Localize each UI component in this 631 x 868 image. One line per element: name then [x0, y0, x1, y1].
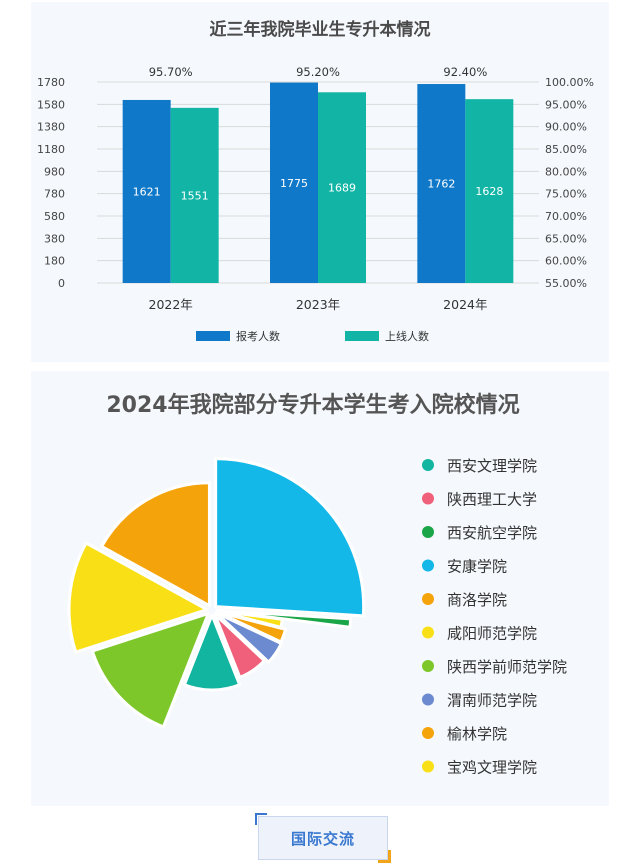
y-right-tick-label: 100.00% [545, 76, 594, 89]
y-left-tick-label: 0 [58, 277, 65, 290]
legend-marker [422, 660, 434, 672]
legend-marker [422, 626, 434, 639]
bar-value-label: 1775 [280, 177, 308, 190]
bar-value-label: 1621 [133, 185, 161, 198]
y-left-tick-label: 1780 [37, 76, 65, 89]
pie-slice [90, 611, 210, 729]
pie-chart-title: 2024年我院部分专升本学生考入院校情况 [106, 392, 519, 418]
y-right-tick-label: 80.00% [545, 165, 587, 178]
bar [170, 107, 219, 284]
y-left-tick-label: 180 [44, 255, 65, 268]
y-right-tick-label: 55.00% [545, 277, 587, 290]
legend-swatch [345, 331, 379, 341]
pie-slice [67, 541, 209, 654]
y-left-tick-label: 980 [44, 165, 65, 178]
tab-label: 国际交流 [290, 829, 355, 848]
legend-label: 报考人数 [236, 329, 280, 343]
y-left-tick-label: 380 [44, 232, 65, 245]
legend-label: 榆林学院 [447, 725, 507, 743]
rate-label: 92.40% [443, 65, 487, 79]
bar-value-label: 1762 [427, 178, 455, 191]
bar [417, 84, 466, 283]
legend-label: 咸阳师范学院 [447, 625, 537, 643]
corner-decoration [378, 850, 391, 863]
legend-label: 宝鸡文理学院 [447, 759, 537, 777]
y-left-tick-label: 1380 [37, 121, 65, 134]
y-right-tick-label: 85.00% [545, 143, 587, 156]
rate-label: 95.20% [296, 65, 340, 79]
tab-international-exchange[interactable]: 国际交流 [255, 813, 391, 863]
x-category-label: 2024年 [443, 297, 487, 312]
legend-label: 陕西学前师范学院 [447, 658, 567, 676]
legend-label: 陕西理工大学 [447, 491, 537, 509]
legend-label: 安康学院 [447, 558, 507, 576]
legend-marker [422, 459, 434, 471]
legend-label: 商洛学院 [447, 591, 507, 609]
bar [465, 99, 514, 283]
pie-chart: 2024年我院部分专升本学生考入院校情况 西安文理学院陕西理工大学西安航空学院安… [67, 392, 567, 777]
legend-swatch [196, 331, 230, 341]
legend-marker [422, 693, 434, 706]
legend-marker [422, 593, 434, 605]
legend-marker [422, 492, 434, 505]
legend-marker [422, 526, 434, 538]
rate-label: 95.70% [149, 65, 193, 79]
bar-chart-panel: 近三年我院毕业生专升本情况 0 180 380 580 780 980 1180 1380 15… [31, 2, 609, 362]
bar-chart-title: 近三年我院毕业生专升本情况 [210, 19, 431, 40]
y-right-tick-label: 75.00% [545, 188, 587, 201]
x-category-label: 2023年 [296, 297, 340, 312]
bar [122, 99, 171, 283]
bar-value-label: 1628 [475, 185, 503, 198]
corner-decoration [255, 813, 267, 825]
bar [270, 82, 318, 283]
legend-label: 上线人数 [385, 329, 429, 343]
bar [318, 92, 366, 283]
legend-label: 渭南师范学院 [447, 692, 537, 710]
legend-label: 西安文理学院 [447, 457, 537, 475]
y-right-tick-label: 70.00% [545, 210, 587, 223]
bar-chart: 近三年我院毕业生专升本情况 0 180 380 580 780 980 1180 1380 15… [37, 19, 594, 343]
legend-marker [422, 559, 434, 572]
pie-slice [214, 457, 366, 618]
bar-value-label: 1689 [328, 182, 356, 195]
y-right-tick-label: 60.00% [545, 255, 587, 268]
y-left-tick-label: 1580 [37, 98, 65, 111]
legend-label: 西安航空学院 [447, 524, 537, 542]
y-right-tick-label: 90.00% [545, 121, 587, 134]
bar-value-label: 1551 [181, 189, 209, 202]
y-left-tick-label: 580 [44, 210, 65, 223]
x-category-label: 2022年 [149, 297, 193, 312]
pie-chart-panel: 2024年我院部分专升本学生考入院校情况 西安文理学院 陕西理工大学 西安航空学院安… [31, 371, 609, 806]
y-left-tick-label: 780 [44, 188, 65, 201]
legend-marker [422, 760, 434, 773]
pie-slice [213, 612, 266, 679]
y-right-tick-label: 65.00% [545, 232, 587, 245]
pie-slice [182, 613, 242, 692]
pie-slice [214, 611, 283, 664]
pie-slice [100, 481, 211, 608]
y-left-tick-label: 1180 [37, 143, 65, 156]
y-right-tick-label: 95.00% [545, 98, 587, 111]
legend-marker [422, 727, 434, 739]
